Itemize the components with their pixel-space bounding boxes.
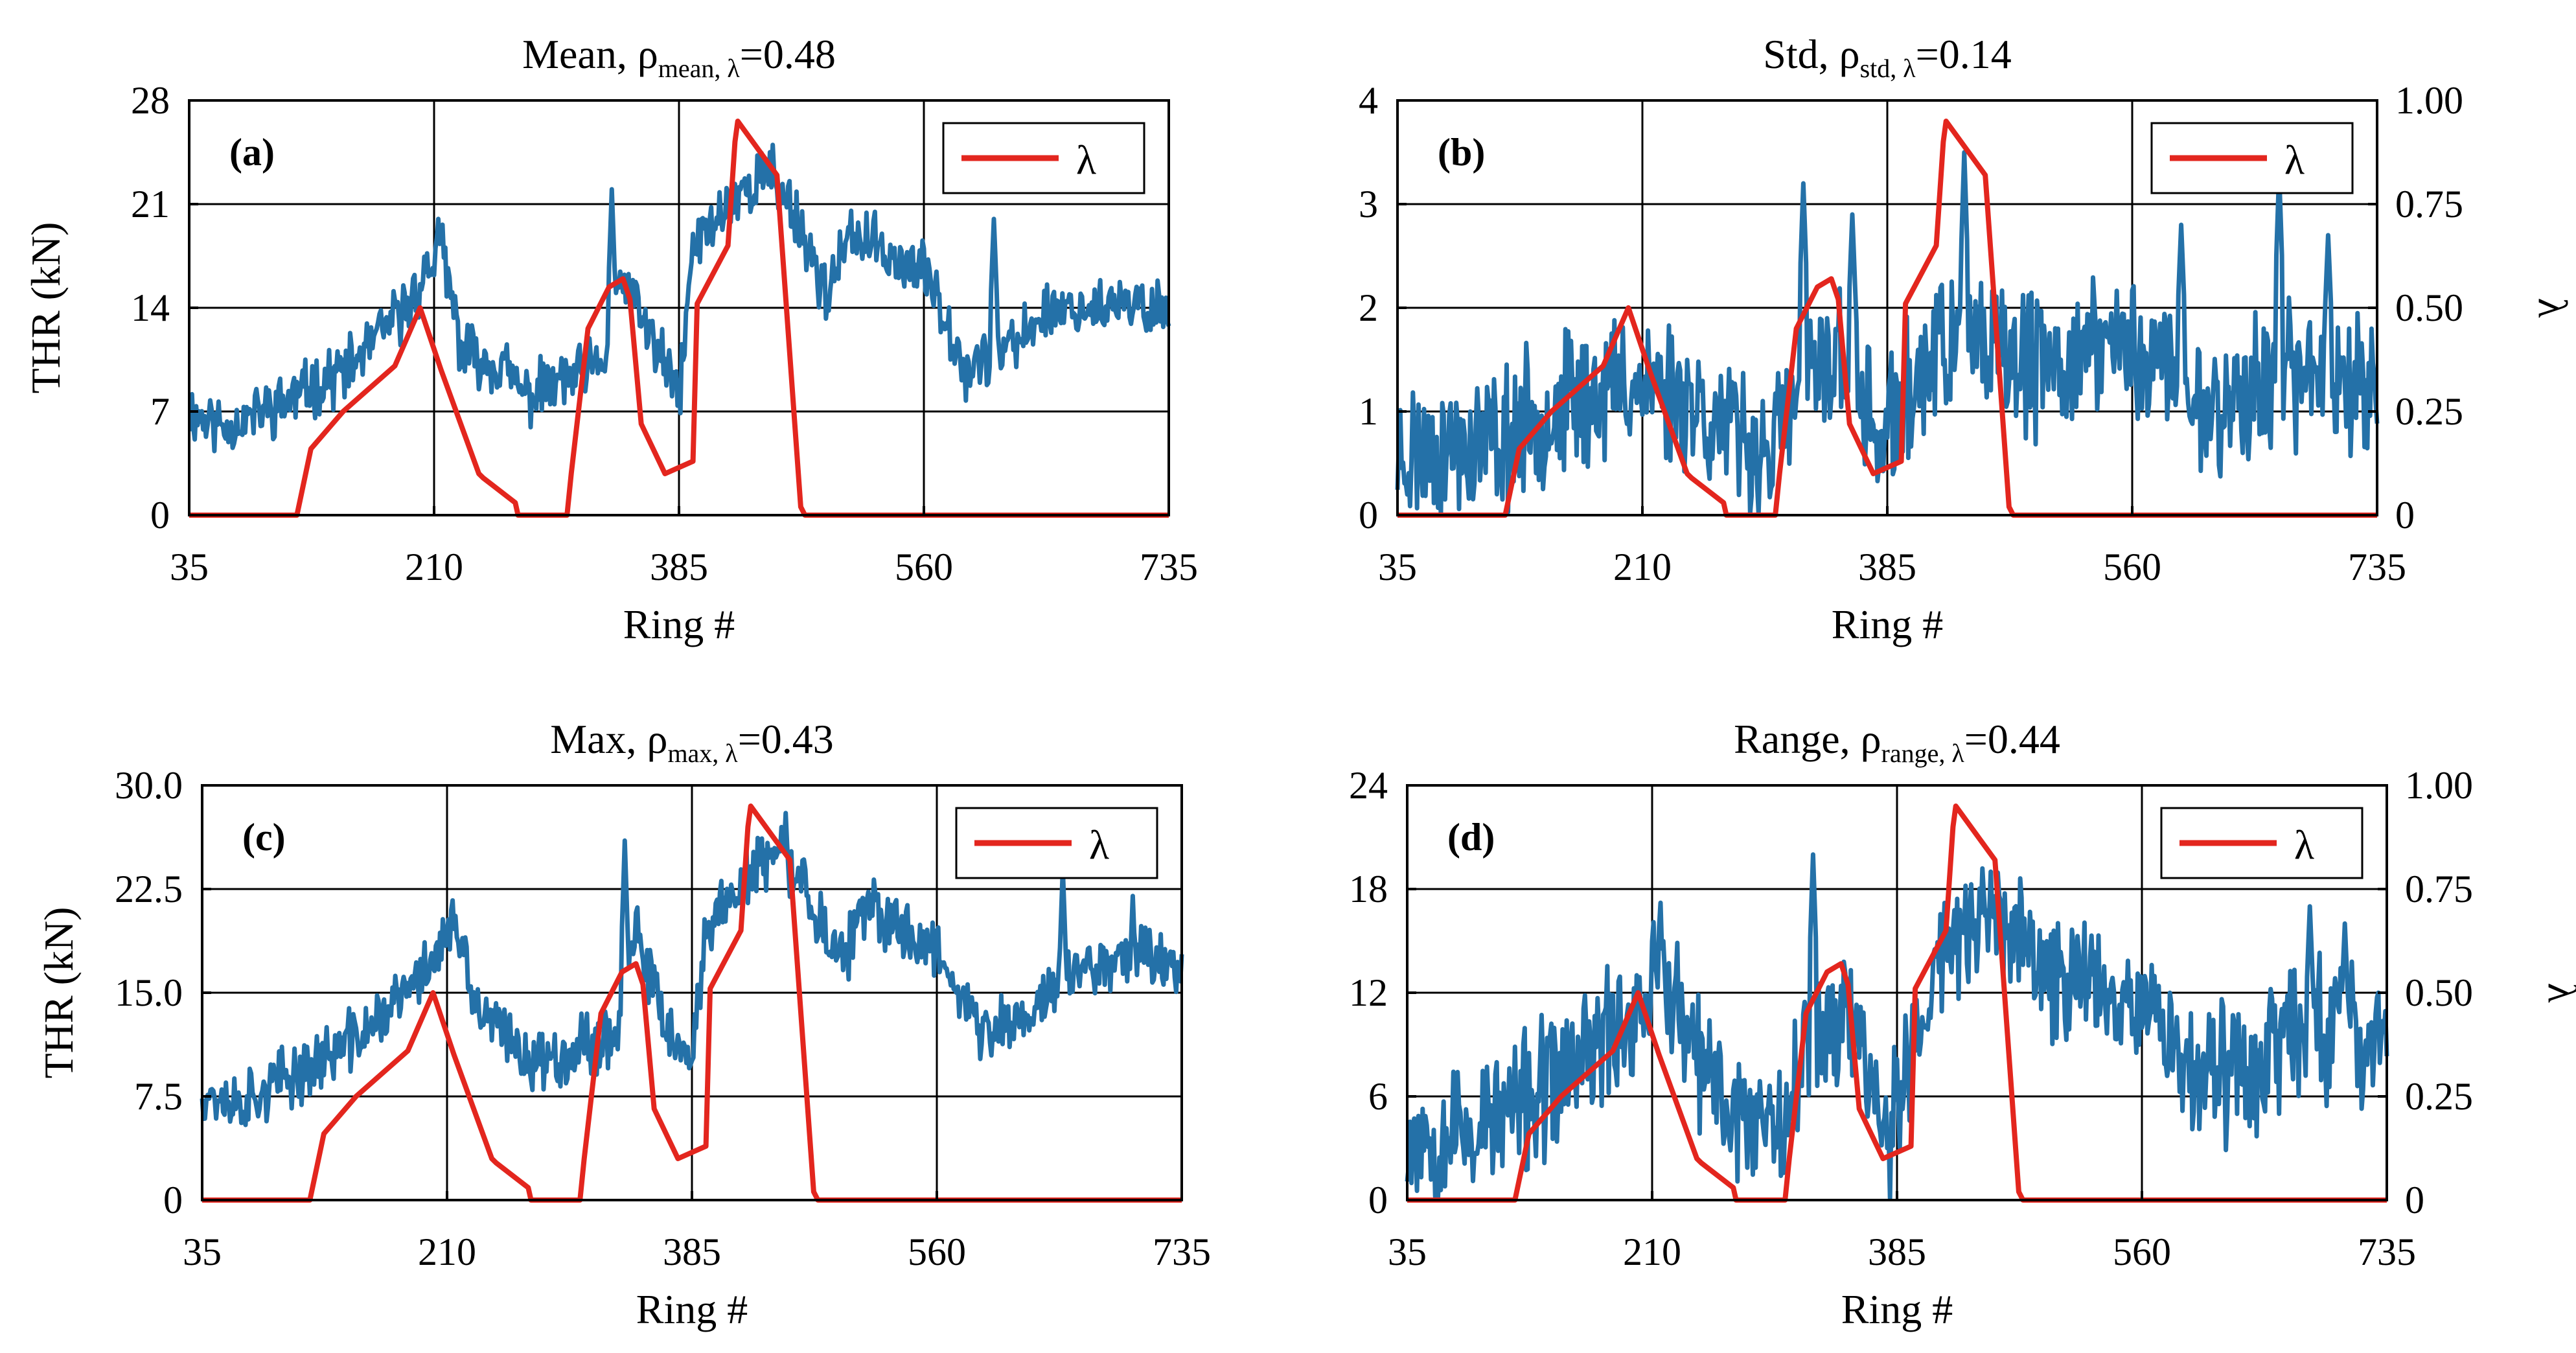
y-tick-label: 21 — [131, 183, 170, 226]
y-tick-label: 22.5 — [115, 868, 183, 910]
series-thr-line — [1405, 852, 2389, 1201]
series-lambda-line — [1397, 119, 2377, 518]
title-subscript: std, λ — [1860, 54, 1916, 83]
y-axis-label: THR (kN) — [36, 907, 82, 1079]
x-axis-label: Ring # — [1841, 1286, 1953, 1332]
title-prefix: Max, ρ — [550, 716, 667, 762]
x-tick-label: 35 — [183, 1231, 222, 1273]
panel-label: (a) — [229, 131, 275, 174]
x-axis-label: Ring # — [1832, 601, 1943, 647]
series-thr-line — [188, 143, 1171, 454]
y-tick-label: 24 — [1349, 764, 1388, 807]
x-tick-label: 735 — [2348, 546, 2406, 588]
title-suffix: =0.14 — [1916, 31, 2012, 77]
series-lambda-line — [189, 119, 1169, 518]
y2-tick-label: 1.00 — [2395, 79, 2463, 122]
y-tick-label: 7.5 — [134, 1075, 183, 1118]
y-tick-label: 0 — [1359, 494, 1378, 537]
y2-tick-label: 0.50 — [2395, 286, 2463, 329]
y-tick-label: 3 — [1359, 183, 1378, 226]
y-tick-label: 6 — [1368, 1075, 1388, 1118]
panel-label: (b) — [1438, 131, 1485, 174]
x-tick-label: 560 — [908, 1231, 966, 1273]
x-tick-label: 35 — [170, 546, 209, 588]
y-tick-label: 7 — [150, 390, 170, 433]
x-tick-label: 210 — [405, 546, 463, 588]
y-tick-label: 0 — [150, 494, 170, 537]
title-suffix: =0.44 — [1964, 716, 2060, 762]
x-tick-label: 735 — [2358, 1231, 2416, 1273]
title-suffix: =0.48 — [740, 31, 836, 77]
x-tick-label: 210 — [418, 1231, 476, 1273]
y2-tick-label: 0.75 — [2405, 868, 2473, 910]
x-tick-label: 385 — [650, 546, 708, 588]
series-lambda-line — [1407, 804, 2387, 1203]
y2-axis-label: λ — [2540, 982, 2576, 1002]
y2-tick-label: 0.25 — [2395, 390, 2463, 433]
x-tick-label: 735 — [1140, 546, 1198, 588]
x-tick-label: 560 — [2113, 1231, 2171, 1273]
title-prefix: Range, ρ — [1734, 716, 1881, 762]
chart-title: Range, ρrange, λ=0.44 — [1734, 716, 2060, 768]
legend-label-lambda: λ — [2294, 822, 2314, 868]
legend-label-lambda: λ — [2284, 137, 2305, 183]
x-tick-label: 385 — [1858, 546, 1916, 588]
x-tick-label: 210 — [1623, 1231, 1681, 1273]
legend-label-lambda: λ — [1089, 822, 1109, 868]
x-tick-label: 735 — [1153, 1231, 1211, 1273]
y-tick-label: 0 — [1368, 1179, 1388, 1221]
y-tick-label: 4 — [1359, 79, 1378, 122]
title-subscript: max, λ — [667, 739, 738, 768]
y-tick-label: 12 — [1349, 971, 1388, 1014]
x-tick-label: 560 — [895, 546, 953, 588]
y2-tick-label: 0 — [2405, 1179, 2424, 1221]
chart-panel-c: 35 210 385 560 735 0 7.5 15.0 22.5 30.0 Ring # THR … — [36, 716, 1211, 1332]
x-tick-label: 35 — [1388, 1231, 1427, 1273]
title-subscript: range, λ — [1881, 739, 1965, 768]
chart-panel-d: 35 210 385 560 735 0 6 12 18 24 0 0.25 0.50 0.75 1.00 λ… — [1349, 716, 2576, 1332]
y-tick-label: 15.0 — [115, 971, 183, 1014]
y2-tick-label: 0.25 — [2405, 1075, 2473, 1118]
title-prefix: Mean, ρ — [522, 31, 658, 77]
x-axis-label: Ring # — [623, 601, 735, 647]
title-subscript: mean, λ — [658, 54, 741, 83]
title-prefix: Std, ρ — [1763, 31, 1859, 77]
y-tick-label: 1 — [1359, 390, 1378, 433]
x-axis-label: Ring # — [636, 1286, 748, 1332]
legend-label-lambda: λ — [1076, 137, 1096, 183]
series-thr-line — [200, 811, 1184, 1128]
y2-tick-label: 0.50 — [2405, 971, 2473, 1014]
chart-panel-a: 35 210 385 560 735 0 7 14 21 28 Ring # THR (kN) Mean… — [23, 31, 1198, 647]
chart-title: Mean, ρmean, λ=0.48 — [522, 31, 836, 83]
x-tick-label: 35 — [1378, 546, 1417, 588]
chart-panel-b: 35 210 385 560 735 0 1 2 3 4 0 0.25 0.50 0.75 1.00 λ Rin… — [1359, 31, 2576, 647]
y-tick-label: 14 — [131, 286, 170, 329]
chart-title: Max, ρmax, λ=0.43 — [550, 716, 834, 768]
y-tick-label: 30.0 — [115, 764, 183, 807]
y-tick-label: 18 — [1349, 868, 1388, 910]
x-tick-label: 385 — [1868, 1231, 1926, 1273]
x-tick-label: 560 — [2103, 546, 2161, 588]
x-tick-label: 210 — [1613, 546, 1672, 588]
y-axis-label: THR (kN) — [23, 222, 69, 394]
series-lambda-line — [202, 804, 1182, 1203]
x-tick-label: 385 — [663, 1231, 721, 1273]
panel-label: (d) — [1447, 816, 1495, 859]
y-tick-label: 0 — [163, 1179, 183, 1221]
chart-title: Std, ρstd, λ=0.14 — [1763, 31, 2011, 83]
title-suffix: =0.43 — [738, 716, 834, 762]
y2-tick-label: 1.00 — [2405, 764, 2473, 807]
panel-label: (c) — [242, 816, 286, 859]
y2-tick-label: 0.75 — [2395, 183, 2463, 226]
y-tick-label: 28 — [131, 79, 170, 122]
y-tick-label: 2 — [1359, 286, 1378, 329]
y2-tick-label: 0 — [2395, 494, 2415, 537]
y2-axis-label: λ — [2530, 297, 2576, 318]
